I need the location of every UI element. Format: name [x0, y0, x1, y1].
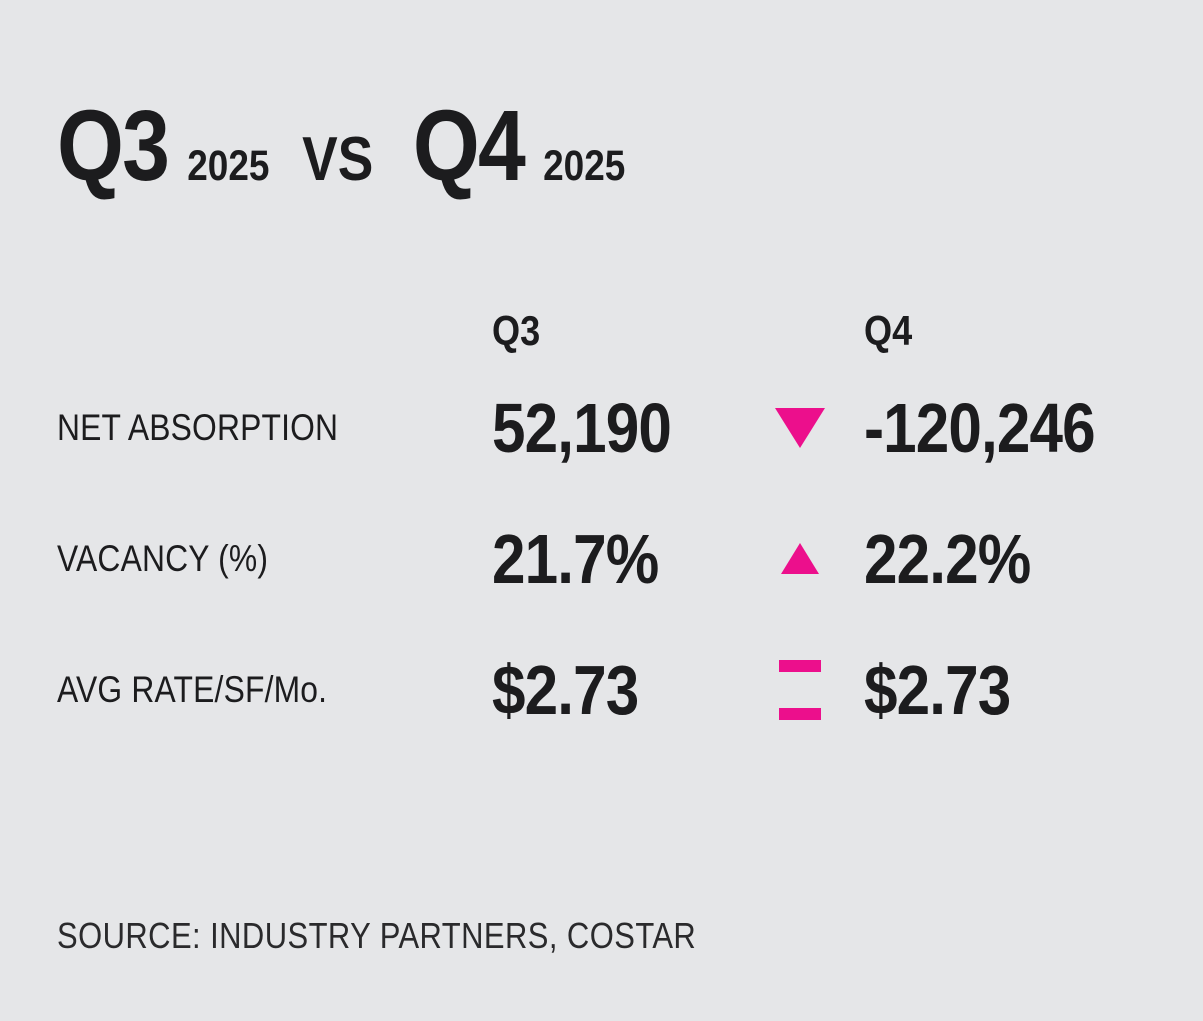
comparison-table: Q3 Q4 NET ABSORPTION 52,190 -120,246 VAC… [57, 300, 1157, 755]
column-header-q4: Q4 [864, 307, 913, 354]
table-row-vacancy: VACANCY (%) 21.7% 22.2% [57, 493, 1157, 624]
title-q4-year: 2025 [543, 142, 626, 190]
q4-value: $2.73 [864, 650, 1011, 729]
trend-down-icon [752, 362, 848, 493]
trend-up-icon [752, 493, 848, 624]
q4-value: 22.2% [864, 519, 1031, 598]
source-text: SOURCE: INDUSTRY PARTNERS, COSTAR [57, 915, 697, 956]
q3-value: 52,190 [492, 388, 672, 467]
title-q3-year: 2025 [187, 142, 270, 190]
title-q3-label: Q3 [57, 90, 170, 202]
row-label: VACANCY (%) [57, 538, 269, 579]
row-label: AVG RATE/SF/Mo. [57, 669, 328, 710]
q3-value: 21.7% [492, 519, 659, 598]
source-attribution: SOURCE: INDUSTRY PARTNERS, COSTAR [57, 918, 800, 954]
column-header-q3: Q3 [492, 307, 541, 354]
table-header-row: Q3 Q4 [57, 300, 1157, 362]
trend-equal-icon [752, 624, 848, 755]
q4-value: -120,246 [864, 388, 1096, 467]
row-label: NET ABSORPTION [57, 407, 339, 448]
title-q4-label: Q4 [412, 90, 526, 202]
title-vs-label: VS [302, 125, 374, 194]
page-title: Q3 2025 VS Q4 2025 [57, 96, 718, 196]
table-row-avg-rate: AVG RATE/SF/Mo. $2.73 $2.73 [57, 624, 1157, 755]
q3-value: $2.73 [492, 650, 639, 729]
table-row-net-absorption: NET ABSORPTION 52,190 -120,246 [57, 362, 1157, 493]
